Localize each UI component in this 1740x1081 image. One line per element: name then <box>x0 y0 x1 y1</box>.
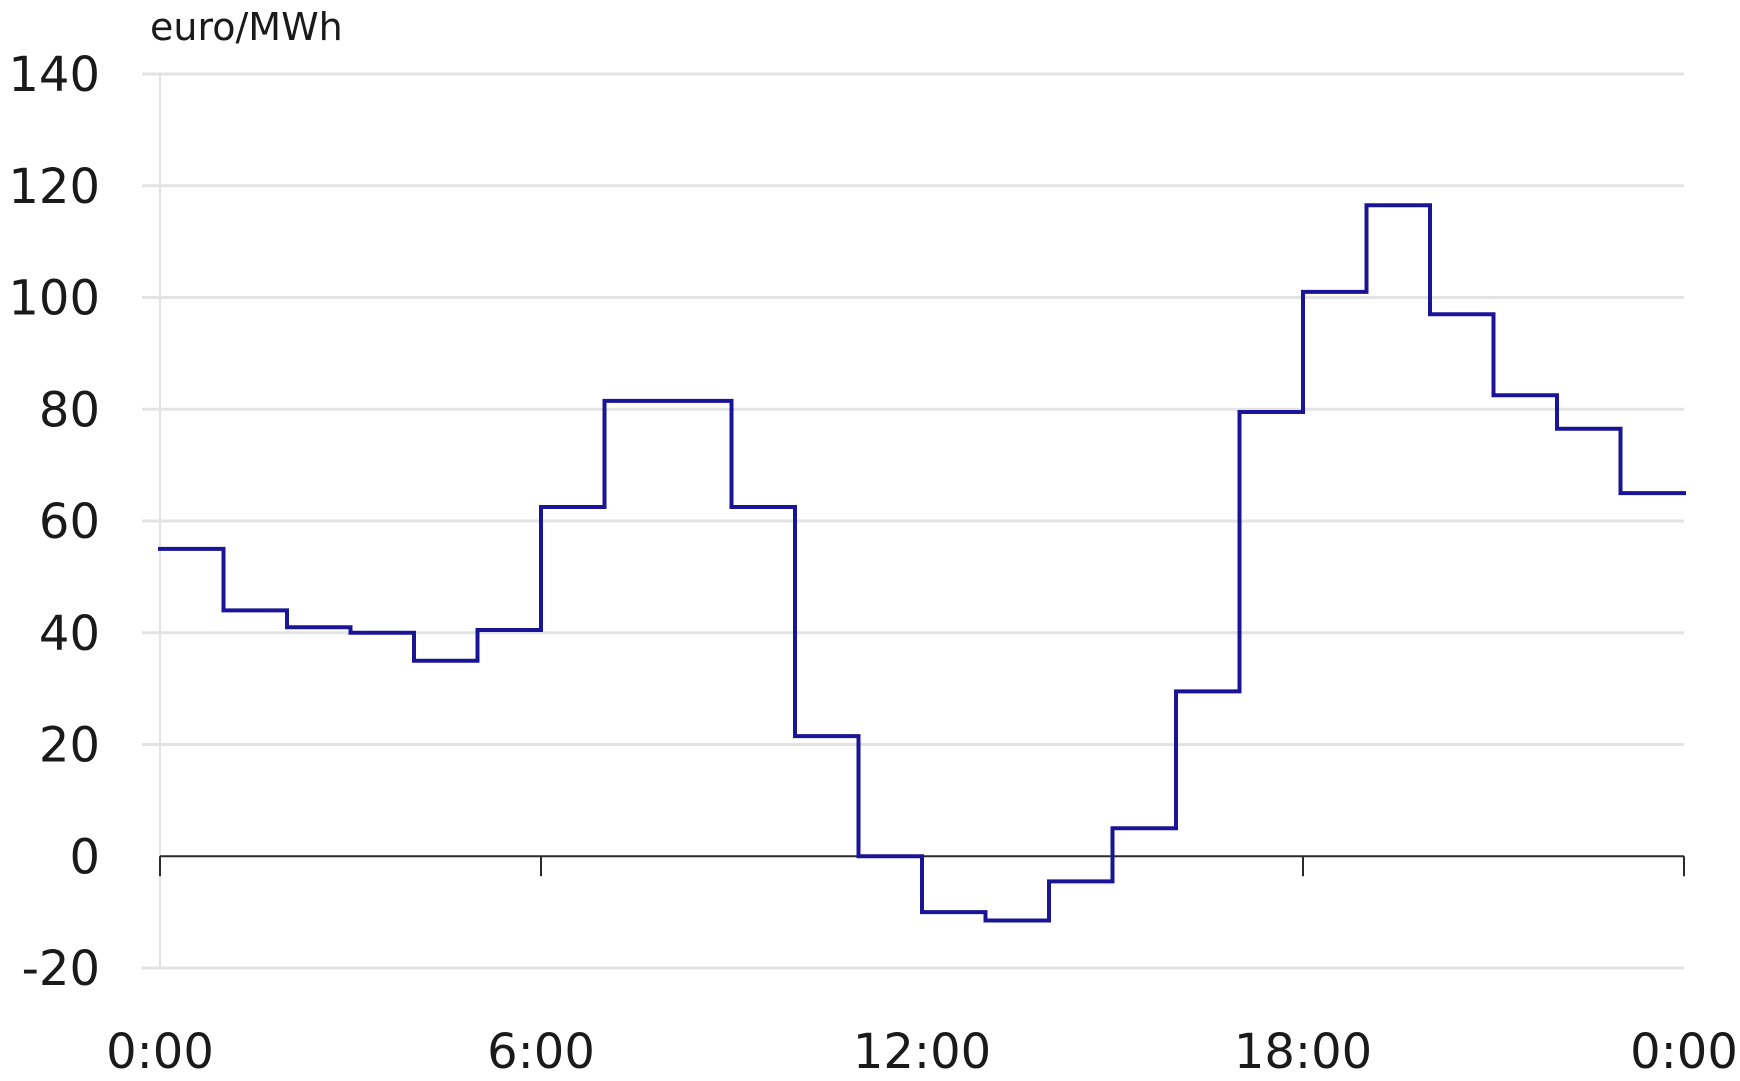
y-tick-label: 60 <box>39 494 100 550</box>
series-layer <box>158 203 1686 923</box>
y-tick-labels: -20 0 20 40 60 80 100 120 140 <box>8 47 100 997</box>
x-tick-label: 12:00 <box>853 1024 991 1077</box>
y-tick-label: 20 <box>39 718 100 774</box>
y-tick-label: 140 <box>8 47 100 103</box>
y-tick-label: 100 <box>8 271 100 327</box>
y-axis-unit-label: euro/MWh <box>150 5 343 49</box>
y-tick-label: 40 <box>39 606 100 662</box>
y-tick-label: 0 <box>69 829 100 885</box>
x-tick-label: 0:00 <box>1630 1024 1738 1077</box>
x-tick-label: 0:00 <box>106 1024 214 1077</box>
x-tick-label: 6:00 <box>487 1024 595 1077</box>
x-tick-label: 18:00 <box>1234 1024 1372 1077</box>
y-tick-label: -20 <box>22 941 100 997</box>
x-tick-labels: 0:00 6:00 12:00 18:00 0:00 <box>106 1024 1738 1080</box>
price-step-line <box>158 203 1686 923</box>
y-tick-label: 120 <box>8 159 100 215</box>
gridlines <box>142 72 1684 970</box>
y-tick-label: 80 <box>39 382 100 438</box>
